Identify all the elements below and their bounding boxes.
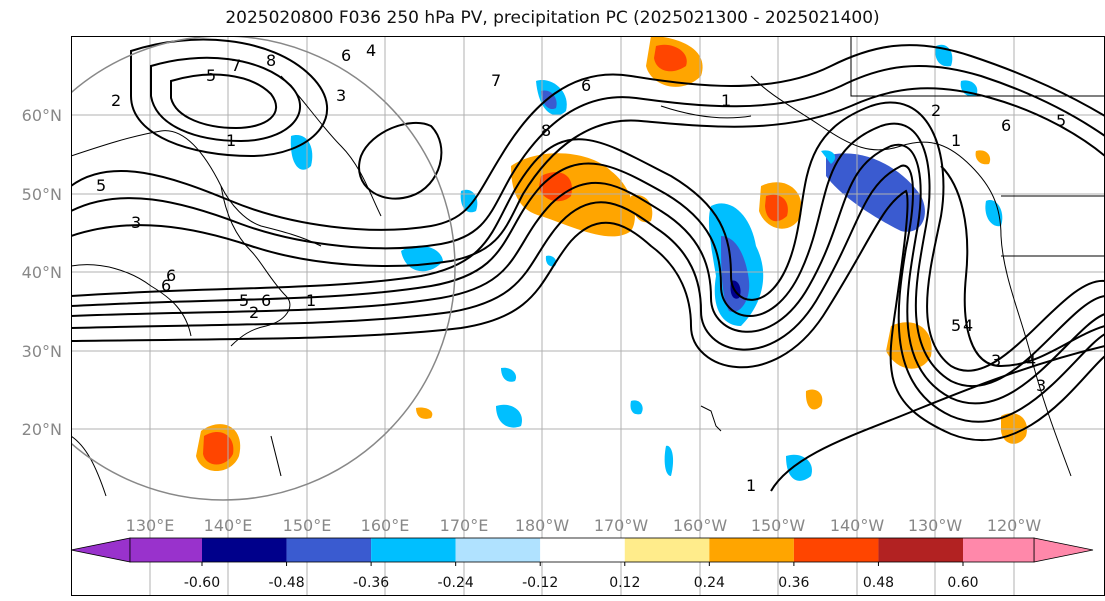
map-frame [71,36,1105,596]
contour-label: 1 [721,91,731,110]
contour-label: 3 [131,213,141,232]
contour-label: 1 [226,131,236,150]
contour-label: 3 [336,86,346,105]
lat-tick-label: 40°N [22,263,62,282]
contour-label: 3 [1036,376,1046,395]
contour-label: 1 [746,476,756,495]
reference-circle [71,36,456,501]
contour-label: 6 [581,76,591,95]
pv-contours [71,38,1105,492]
contour-label: 5 [206,66,216,85]
contour-label: 4 [366,41,376,60]
contour-label: 1 [306,291,316,310]
lat-lon-grid [71,36,1105,596]
contour-label: 5 [1056,111,1066,130]
contour-label: 4 [963,316,973,335]
contour-label: 7 [231,56,241,75]
lat-tick-label: 50°N [22,185,62,204]
contour-label: 6 [1001,116,1011,135]
lat-tick-label: 60°N [22,106,62,125]
contour-label: 5 [951,316,961,335]
contour-label: 5 [96,176,106,195]
contour-label: 5 [239,291,249,310]
coastlines [71,36,1105,497]
contour-label: 7 [491,71,501,90]
plot-title: 2025020800 F036 250 hPa PV, precipitatio… [225,8,880,28]
contour-label: 8 [541,121,551,140]
lat-tick-label: 30°N [22,342,62,361]
contour-label: 2 [249,303,259,322]
contour-label: 3 [991,351,1001,370]
contour-label: 8 [266,51,276,70]
lat-tick-label: 20°N [22,420,62,439]
contour-label: 6 [261,291,271,310]
contour-label: 6 [341,46,351,65]
contour-label: 2 [111,91,121,110]
contour-label: 2 [931,101,941,120]
contour-label: 4 [1026,351,1036,370]
contour-label: 6 [161,276,171,295]
contour-label: 6 [166,266,176,285]
contour-label: 1 [951,131,961,150]
